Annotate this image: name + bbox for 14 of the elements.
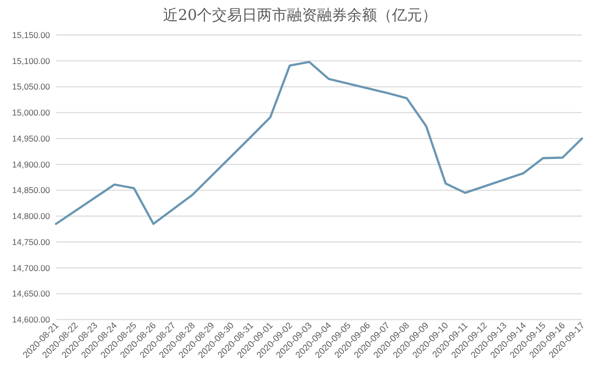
y-tick-label: 14,600.00 [12, 314, 50, 325]
y-tick-label: 14,800.00 [12, 211, 50, 222]
y-tick-label: 15,150.00 [12, 30, 50, 40]
y-tick-label: 14,850.00 [12, 185, 50, 196]
y-tick-label: 14,700.00 [12, 262, 50, 273]
y-tick-label: 15,000.00 [12, 108, 50, 118]
y-tick-label: 14,650.00 [12, 288, 50, 299]
y-tick-label: 15,100.00 [12, 56, 50, 66]
line-series [54, 60, 584, 225]
y-tick-label: 14,950.00 [12, 133, 50, 144]
y-tick-label: 14,750.00 [12, 236, 50, 247]
y-tick-label: 14,900.00 [12, 159, 50, 170]
chart-title: 近20个交易日两市融资融券余额（亿元） [162, 6, 438, 24]
y-tick-label: 15,050.00 [12, 82, 50, 92]
